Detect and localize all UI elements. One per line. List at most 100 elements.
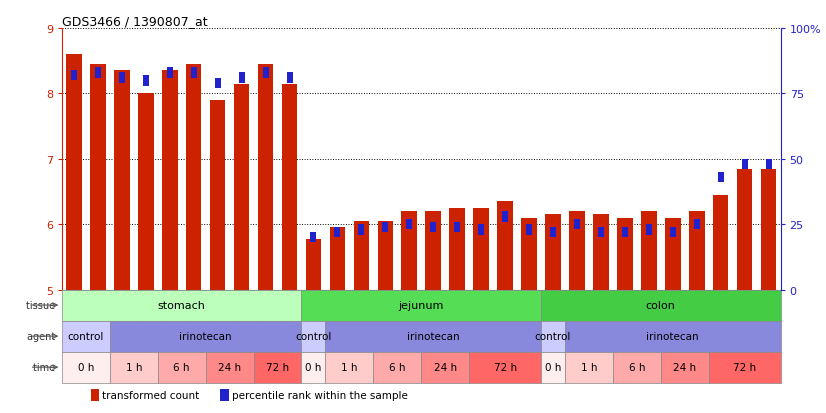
Bar (737, 169, 752, 290)
Bar (335, 227, 340, 237)
Bar (689, 211, 705, 290)
Text: agent: agent (27, 331, 59, 341)
Bar (593, 215, 609, 290)
Bar (641, 211, 657, 290)
Text: 72 h: 72 h (494, 362, 516, 372)
Text: percentile rank within the sample: percentile rank within the sample (231, 390, 407, 400)
Bar (502, 211, 508, 222)
Bar (373, 352, 421, 383)
Bar (215, 78, 221, 89)
Text: 1 h: 1 h (126, 362, 142, 372)
Bar (358, 225, 364, 235)
Bar (550, 227, 556, 237)
Bar (62, 321, 110, 352)
Bar (301, 290, 541, 321)
Bar (263, 68, 268, 78)
Bar (598, 227, 604, 237)
Bar (565, 352, 613, 383)
Text: 24 h: 24 h (218, 362, 241, 372)
Bar (425, 211, 441, 290)
Text: control: control (295, 331, 332, 341)
Bar (421, 352, 469, 383)
Bar (377, 221, 393, 290)
Bar (761, 169, 776, 290)
Bar (325, 352, 373, 383)
Text: irinotecan: irinotecan (407, 331, 459, 341)
Bar (406, 219, 412, 230)
Bar (162, 71, 178, 290)
Bar (186, 65, 202, 290)
Bar (167, 68, 173, 78)
Bar (545, 215, 561, 290)
Bar (210, 101, 225, 290)
Bar (138, 94, 154, 290)
Text: 0 h: 0 h (78, 362, 94, 372)
Bar (119, 73, 125, 84)
Text: 1 h: 1 h (581, 362, 597, 372)
Text: time: time (33, 362, 59, 372)
Bar (62, 352, 110, 383)
Bar (766, 159, 771, 170)
Bar (473, 208, 489, 290)
Bar (325, 321, 541, 352)
Bar (574, 219, 580, 230)
Bar (330, 228, 345, 290)
Bar (718, 172, 724, 183)
Bar (617, 218, 633, 290)
Bar (287, 73, 292, 84)
Text: 24 h: 24 h (673, 362, 696, 372)
Bar (521, 218, 537, 290)
Bar (311, 233, 316, 243)
Bar (306, 239, 321, 290)
Bar (66, 55, 82, 290)
Bar (694, 219, 700, 230)
Bar (541, 321, 565, 352)
Bar (622, 227, 628, 237)
Text: 72 h: 72 h (733, 362, 756, 372)
Bar (382, 222, 388, 233)
Bar (670, 227, 676, 237)
Text: jejunum: jejunum (399, 300, 444, 310)
Bar (541, 290, 781, 321)
Bar (110, 352, 158, 383)
Bar (478, 225, 484, 235)
Bar (110, 321, 301, 352)
Bar (62, 290, 301, 321)
Bar (143, 76, 149, 86)
Bar (114, 71, 130, 290)
Bar (191, 68, 197, 78)
Text: transformed count: transformed count (102, 390, 199, 400)
Bar (220, 389, 229, 401)
Bar (526, 225, 532, 235)
Bar (254, 352, 301, 383)
Text: 0 h: 0 h (545, 362, 561, 372)
Bar (354, 221, 369, 290)
Bar (665, 218, 681, 290)
Text: irinotecan: irinotecan (647, 331, 699, 341)
Text: 1 h: 1 h (341, 362, 358, 372)
Bar (661, 352, 709, 383)
Text: stomach: stomach (158, 300, 206, 310)
Bar (709, 352, 781, 383)
Bar (713, 195, 729, 290)
Bar (282, 84, 297, 290)
Bar (95, 68, 101, 78)
Bar (454, 222, 460, 233)
Text: GDS3466 / 1390807_at: GDS3466 / 1390807_at (62, 15, 207, 28)
Bar (569, 211, 585, 290)
Bar (449, 208, 465, 290)
Bar (301, 352, 325, 383)
Text: 0 h: 0 h (306, 362, 321, 372)
Bar (301, 321, 325, 352)
Bar (239, 73, 244, 84)
Bar (742, 159, 748, 170)
Bar (206, 352, 254, 383)
Text: 72 h: 72 h (266, 362, 289, 372)
Text: control: control (68, 331, 104, 341)
Bar (158, 352, 206, 383)
Text: 6 h: 6 h (389, 362, 406, 372)
Bar (646, 225, 652, 235)
Bar (565, 321, 781, 352)
Bar (258, 65, 273, 290)
Text: colon: colon (646, 300, 676, 310)
